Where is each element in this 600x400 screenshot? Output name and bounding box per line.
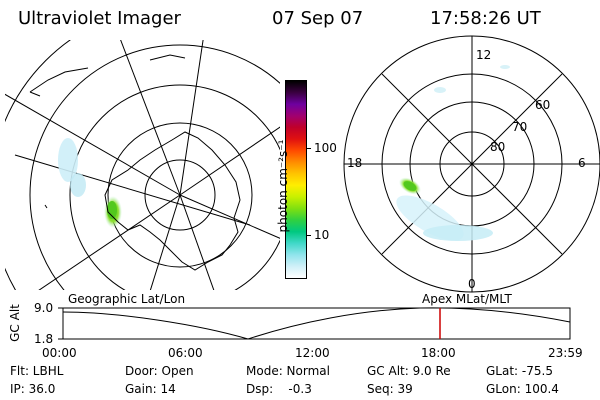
timeline-ytick-top: 9.0: [34, 301, 54, 315]
glat-value: GLat: -75.5: [486, 364, 553, 378]
glon-value: GLon: 100.4: [486, 382, 559, 396]
mode-value: Mode: Normal: [246, 364, 330, 378]
mlat-label-70: 70: [512, 120, 528, 134]
mlt-label-18: 18: [347, 156, 363, 170]
gain-value: Gain: 14: [125, 382, 176, 396]
timeline-xtick-0600: 06:00: [168, 346, 203, 360]
timeline-axis-label: GC Alt: [8, 304, 22, 342]
ip-value: IP: 36.0: [10, 382, 56, 396]
mlat-label-80: 80: [490, 140, 506, 154]
timeline-xtick-1200: 12:00: [295, 346, 330, 360]
dsp-value: Dsp: -0.3: [246, 382, 312, 396]
mlt-label-0: 0: [468, 277, 476, 291]
colorbar-tick-100: [306, 148, 311, 149]
colorbar-tick-10: [306, 235, 311, 236]
image-time: 17:58:26 UT: [430, 8, 541, 29]
colorbar-label-10: 10: [314, 228, 330, 242]
mlt-label-6: 6: [578, 156, 586, 170]
timeline-xtick-0000: 00:00: [42, 346, 77, 360]
mlat-label-60: 60: [535, 98, 551, 112]
polar-map-subtitle: Apex MLat/MLT: [422, 292, 512, 306]
image-date: 07 Sep 07: [272, 8, 364, 29]
instrument-title: Ultraviolet Imager: [18, 8, 181, 29]
timeline-ytick-bottom: 1.8: [34, 332, 54, 346]
filter-value: Flt: LBHL: [10, 364, 64, 378]
timeline-xtick-2359: 23:59: [548, 346, 583, 360]
mlt-label-12: 12: [476, 48, 492, 62]
colorbar-label-100: 100: [314, 141, 337, 155]
colorbar: [285, 80, 307, 279]
geo-map-subtitle: Geographic Lat/Lon: [68, 292, 186, 306]
polar-map: [343, 35, 600, 293]
door-value: Door: Open: [125, 364, 194, 378]
timeline-xtick-1800: 18:00: [421, 346, 456, 360]
gc-altitude-value: GC Alt: 9.0 Re: [367, 364, 451, 378]
sequence-value: Seq: 39: [367, 382, 413, 396]
